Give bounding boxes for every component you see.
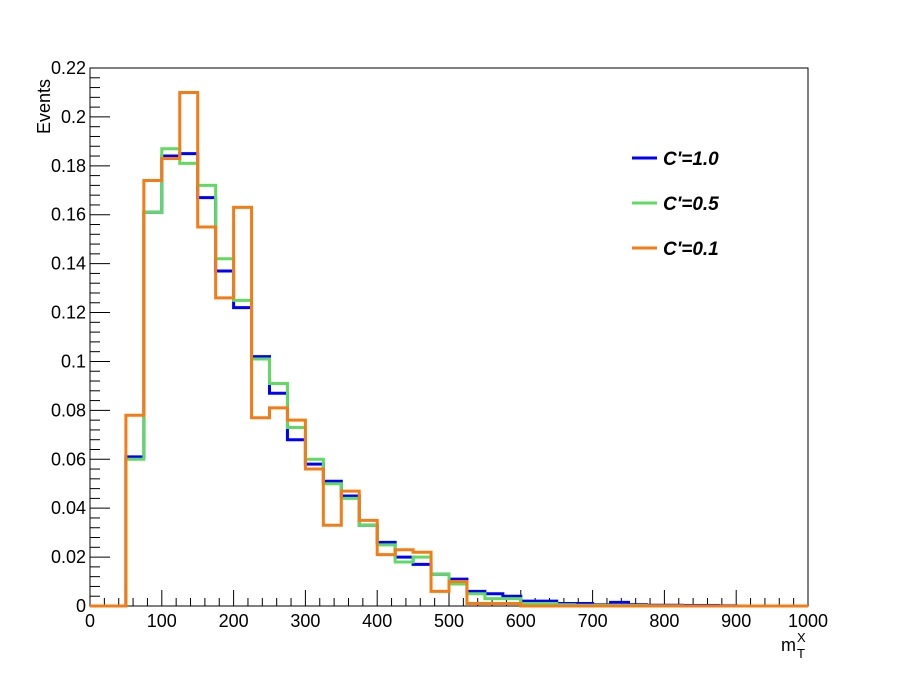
y-tick-label: 0.06 [51,449,86,469]
series-line-2 [90,90,808,608]
x-tick-label: 300 [290,611,320,631]
y-tick-label: 0.12 [51,303,86,323]
y-axis: 0 0.02 0.04 0.06 0.08 0.1 0.12 0.14 0.16 0.18 0.2 0… [51,58,110,616]
y-tick-label: 0.02 [51,547,86,567]
y-tick-label: 0.22 [51,58,86,78]
x-axis-title-superscript: X [797,630,806,645]
x-tick-label: 500 [434,611,464,631]
y-tick-label: 0.18 [51,156,86,176]
y-tick-label: 0.1 [61,351,86,371]
x-tick-label: 700 [578,611,608,631]
x-tick-label: 800 [649,611,679,631]
y-tick-label: 0.04 [51,498,86,518]
series-layer [90,90,808,608]
legend: C'=1.0 C'=0.5 C'=0.1 [632,149,719,260]
x-tick-label: 1000 [788,611,828,631]
legend-label: C'=1.0 [663,149,719,170]
x-tick-label: 200 [219,611,249,631]
legend-label: C'=0.5 [663,194,719,215]
x-tick-label: 100 [147,611,177,631]
x-tick-label: 900 [721,611,751,631]
x-axis-title-subscript: T [797,646,805,661]
y-tick-label: 0.14 [51,254,86,274]
x-axis-title-main: m [781,635,796,655]
x-axis-title: m X T [781,630,806,661]
x-tick-label: 400 [362,611,392,631]
y-tick-label: 0.2 [61,107,86,127]
x-axis: 0 100 200 300 400 500 600 700 800 900 1000 [85,590,828,631]
x-tick-label: 600 [506,611,536,631]
y-tick-label: 0.08 [51,400,86,420]
y-tick-label: 0.16 [51,205,86,225]
x-tick-label: 0 [85,611,95,631]
legend-label: C'=0.1 [663,239,719,260]
y-tick-label: 0 [76,596,86,616]
y-axis-title: Events [34,79,54,134]
